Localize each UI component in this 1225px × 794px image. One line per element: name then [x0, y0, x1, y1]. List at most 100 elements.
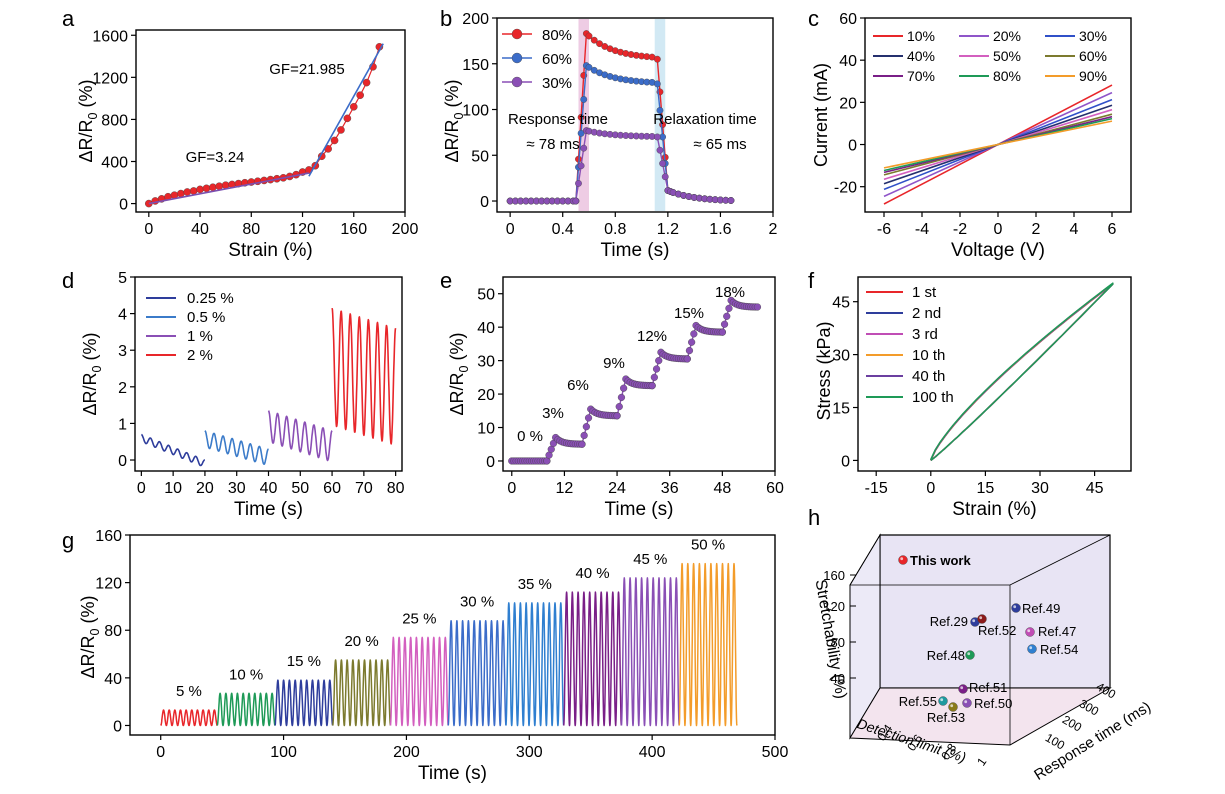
- series-line-2: [269, 411, 333, 461]
- x-tick-label: 120: [289, 221, 316, 238]
- data-point: [363, 79, 370, 86]
- panel-label-c: c: [808, 6, 819, 31]
- y-tick-label: 80: [104, 623, 122, 640]
- annotation-gf-low: GF=3.24: [186, 149, 245, 166]
- legend-label: 80%: [993, 68, 1021, 84]
- data-point: [583, 423, 590, 430]
- y-tick-label: 50: [471, 148, 489, 165]
- x-tick-label: 0: [926, 480, 935, 497]
- x-tick-label: 200: [392, 221, 419, 238]
- data-point: [686, 347, 693, 354]
- x-tick-label: 160: [340, 221, 367, 238]
- y-tick-label: 60: [839, 11, 857, 28]
- y-axis-label: ΔR/R0 (%): [442, 79, 466, 162]
- series-line-3: [931, 284, 1113, 461]
- data-point: [688, 339, 695, 346]
- y-tick-label: 800: [101, 112, 128, 129]
- panel-label-e: e: [440, 268, 452, 293]
- y-tick-label: 150: [462, 57, 489, 74]
- x-tick-label: 12: [556, 480, 574, 497]
- x-axis-label: Voltage (V): [951, 240, 1045, 261]
- data-point: [350, 103, 357, 110]
- series-line-6: [506, 603, 564, 726]
- annotation: Relaxation time: [653, 111, 756, 128]
- x-tick-label: 0: [506, 221, 515, 238]
- legend-label: 30%: [1079, 28, 1107, 44]
- step-label: 6%: [567, 377, 589, 394]
- legend-label: 60%: [1079, 48, 1107, 64]
- x-tick-label: 20: [196, 480, 214, 497]
- y-tick-label: 1600: [92, 28, 128, 45]
- point-label: Ref.47: [1038, 624, 1076, 639]
- legend-label: 2 %: [187, 347, 213, 364]
- data-point-highlight: [940, 698, 943, 701]
- step-label: 18%: [715, 284, 745, 301]
- data-point: [190, 187, 197, 194]
- y-axis-label: ΔR/R0 (%): [447, 332, 471, 415]
- data-point-highlight: [900, 557, 903, 560]
- y-tick-label: 100: [462, 103, 489, 120]
- y-axis-label: ΔR/R0 (%): [80, 332, 104, 415]
- point-label: Ref.50: [974, 696, 1012, 711]
- panel-label-d: d: [62, 268, 74, 293]
- series-line-3: [332, 308, 396, 444]
- x-tick-label: 45: [1086, 480, 1104, 497]
- data-point: [726, 305, 733, 312]
- panel-a: 0 40 80 120 160 200 0 400 800 1200 1600 Strain (%) Δ…: [76, 28, 418, 261]
- data-point: [196, 186, 203, 193]
- y-tick-label: 20: [477, 387, 495, 404]
- segment-label: 15 %: [287, 653, 321, 670]
- legend-label: 80%: [542, 27, 572, 44]
- data-point-highlight: [950, 704, 953, 707]
- data-point: [578, 163, 584, 169]
- y-tick-label: 0: [841, 453, 850, 470]
- step-label: 3%: [542, 405, 564, 422]
- y-tick-label: 200: [462, 11, 489, 28]
- x-tick-label: 0: [994, 221, 1003, 238]
- x-tick-label: 40: [260, 480, 278, 497]
- series-line-1: [205, 431, 269, 465]
- series-line-3: [333, 660, 391, 726]
- x-tick-label: -4: [915, 221, 929, 238]
- data-point: [653, 366, 660, 373]
- data-point: [585, 415, 592, 422]
- x-tick-label: 80: [387, 480, 405, 497]
- x-tick-label: 60: [766, 480, 784, 497]
- legend-label: 1 st: [912, 284, 937, 301]
- panel-label-b: b: [440, 6, 452, 31]
- y-tick-label: 40: [104, 671, 122, 688]
- data-point: [614, 412, 621, 419]
- annotation-gf-high: GF=21.985: [269, 61, 344, 78]
- data-point: [575, 180, 581, 186]
- data-point: [1028, 645, 1037, 654]
- panel-h: 4080120160Stretchability (%)0.4 0.6 0.8 1De…: [812, 535, 1154, 784]
- data-point: [586, 33, 592, 39]
- x-tick-label: 36: [661, 480, 679, 497]
- x-tick-label: 30: [228, 480, 246, 497]
- data-point: [357, 92, 364, 99]
- data-point: [209, 184, 216, 191]
- y-tick-label: -20: [834, 180, 857, 197]
- fit-line: [149, 173, 309, 204]
- series-line-0: [931, 284, 1113, 460]
- segment-label: 20 %: [344, 633, 378, 650]
- segment-label: 30 %: [460, 594, 494, 611]
- x-tick-label: 4: [1070, 221, 1079, 238]
- legend-label: 2 nd: [912, 305, 941, 322]
- series-line-1: [217, 693, 275, 725]
- data-point: [203, 185, 210, 192]
- data-point-highlight: [1027, 629, 1030, 632]
- y-tick-label: 400: [101, 155, 128, 172]
- y-axis-label: Stress (kPa): [814, 321, 834, 420]
- data-point: [581, 145, 587, 151]
- data-point: [963, 699, 972, 708]
- y-tick-label: 160: [95, 528, 122, 545]
- panel-label-g: g: [62, 528, 74, 553]
- x-tick-label: 2: [1032, 221, 1041, 238]
- series-line-8: [884, 121, 1112, 168]
- series-line-9: [679, 564, 737, 726]
- step-label: 15%: [674, 305, 704, 322]
- y-axis-label: ΔR/R0 (%): [76, 79, 100, 162]
- x-tick-label: -15: [865, 480, 888, 497]
